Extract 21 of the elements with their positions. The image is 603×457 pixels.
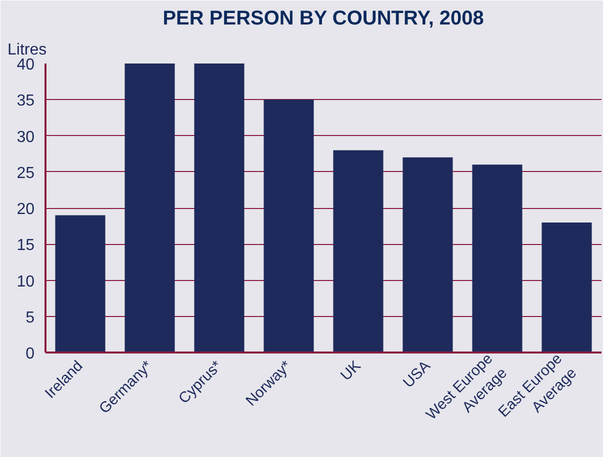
bar	[194, 64, 244, 352]
bar	[55, 215, 106, 352]
bar	[124, 64, 175, 352]
chart-title: PER PERSON BY COUNTRY, 2008	[162, 8, 484, 30]
bar	[402, 157, 453, 352]
bar	[264, 100, 314, 352]
x-tick-label: USA	[400, 357, 434, 392]
y-tick-label: 30	[16, 128, 35, 146]
y-tick-label: 35	[16, 92, 35, 110]
y-tick-label: 25	[16, 164, 35, 182]
y-tick-label: 5	[26, 309, 35, 326]
y-axis-title: Litres	[8, 42, 47, 58]
y-tick-label: 15	[16, 237, 35, 254]
bar	[472, 164, 522, 352]
x-tick-label: UK	[338, 357, 364, 384]
y-tick-label: 10	[16, 273, 35, 290]
y-tick-label: 40	[16, 56, 35, 74]
bar	[542, 222, 592, 352]
y-tick-label: 0	[26, 346, 35, 362]
y-tick-label: 20	[16, 201, 35, 218]
bar	[333, 150, 384, 352]
